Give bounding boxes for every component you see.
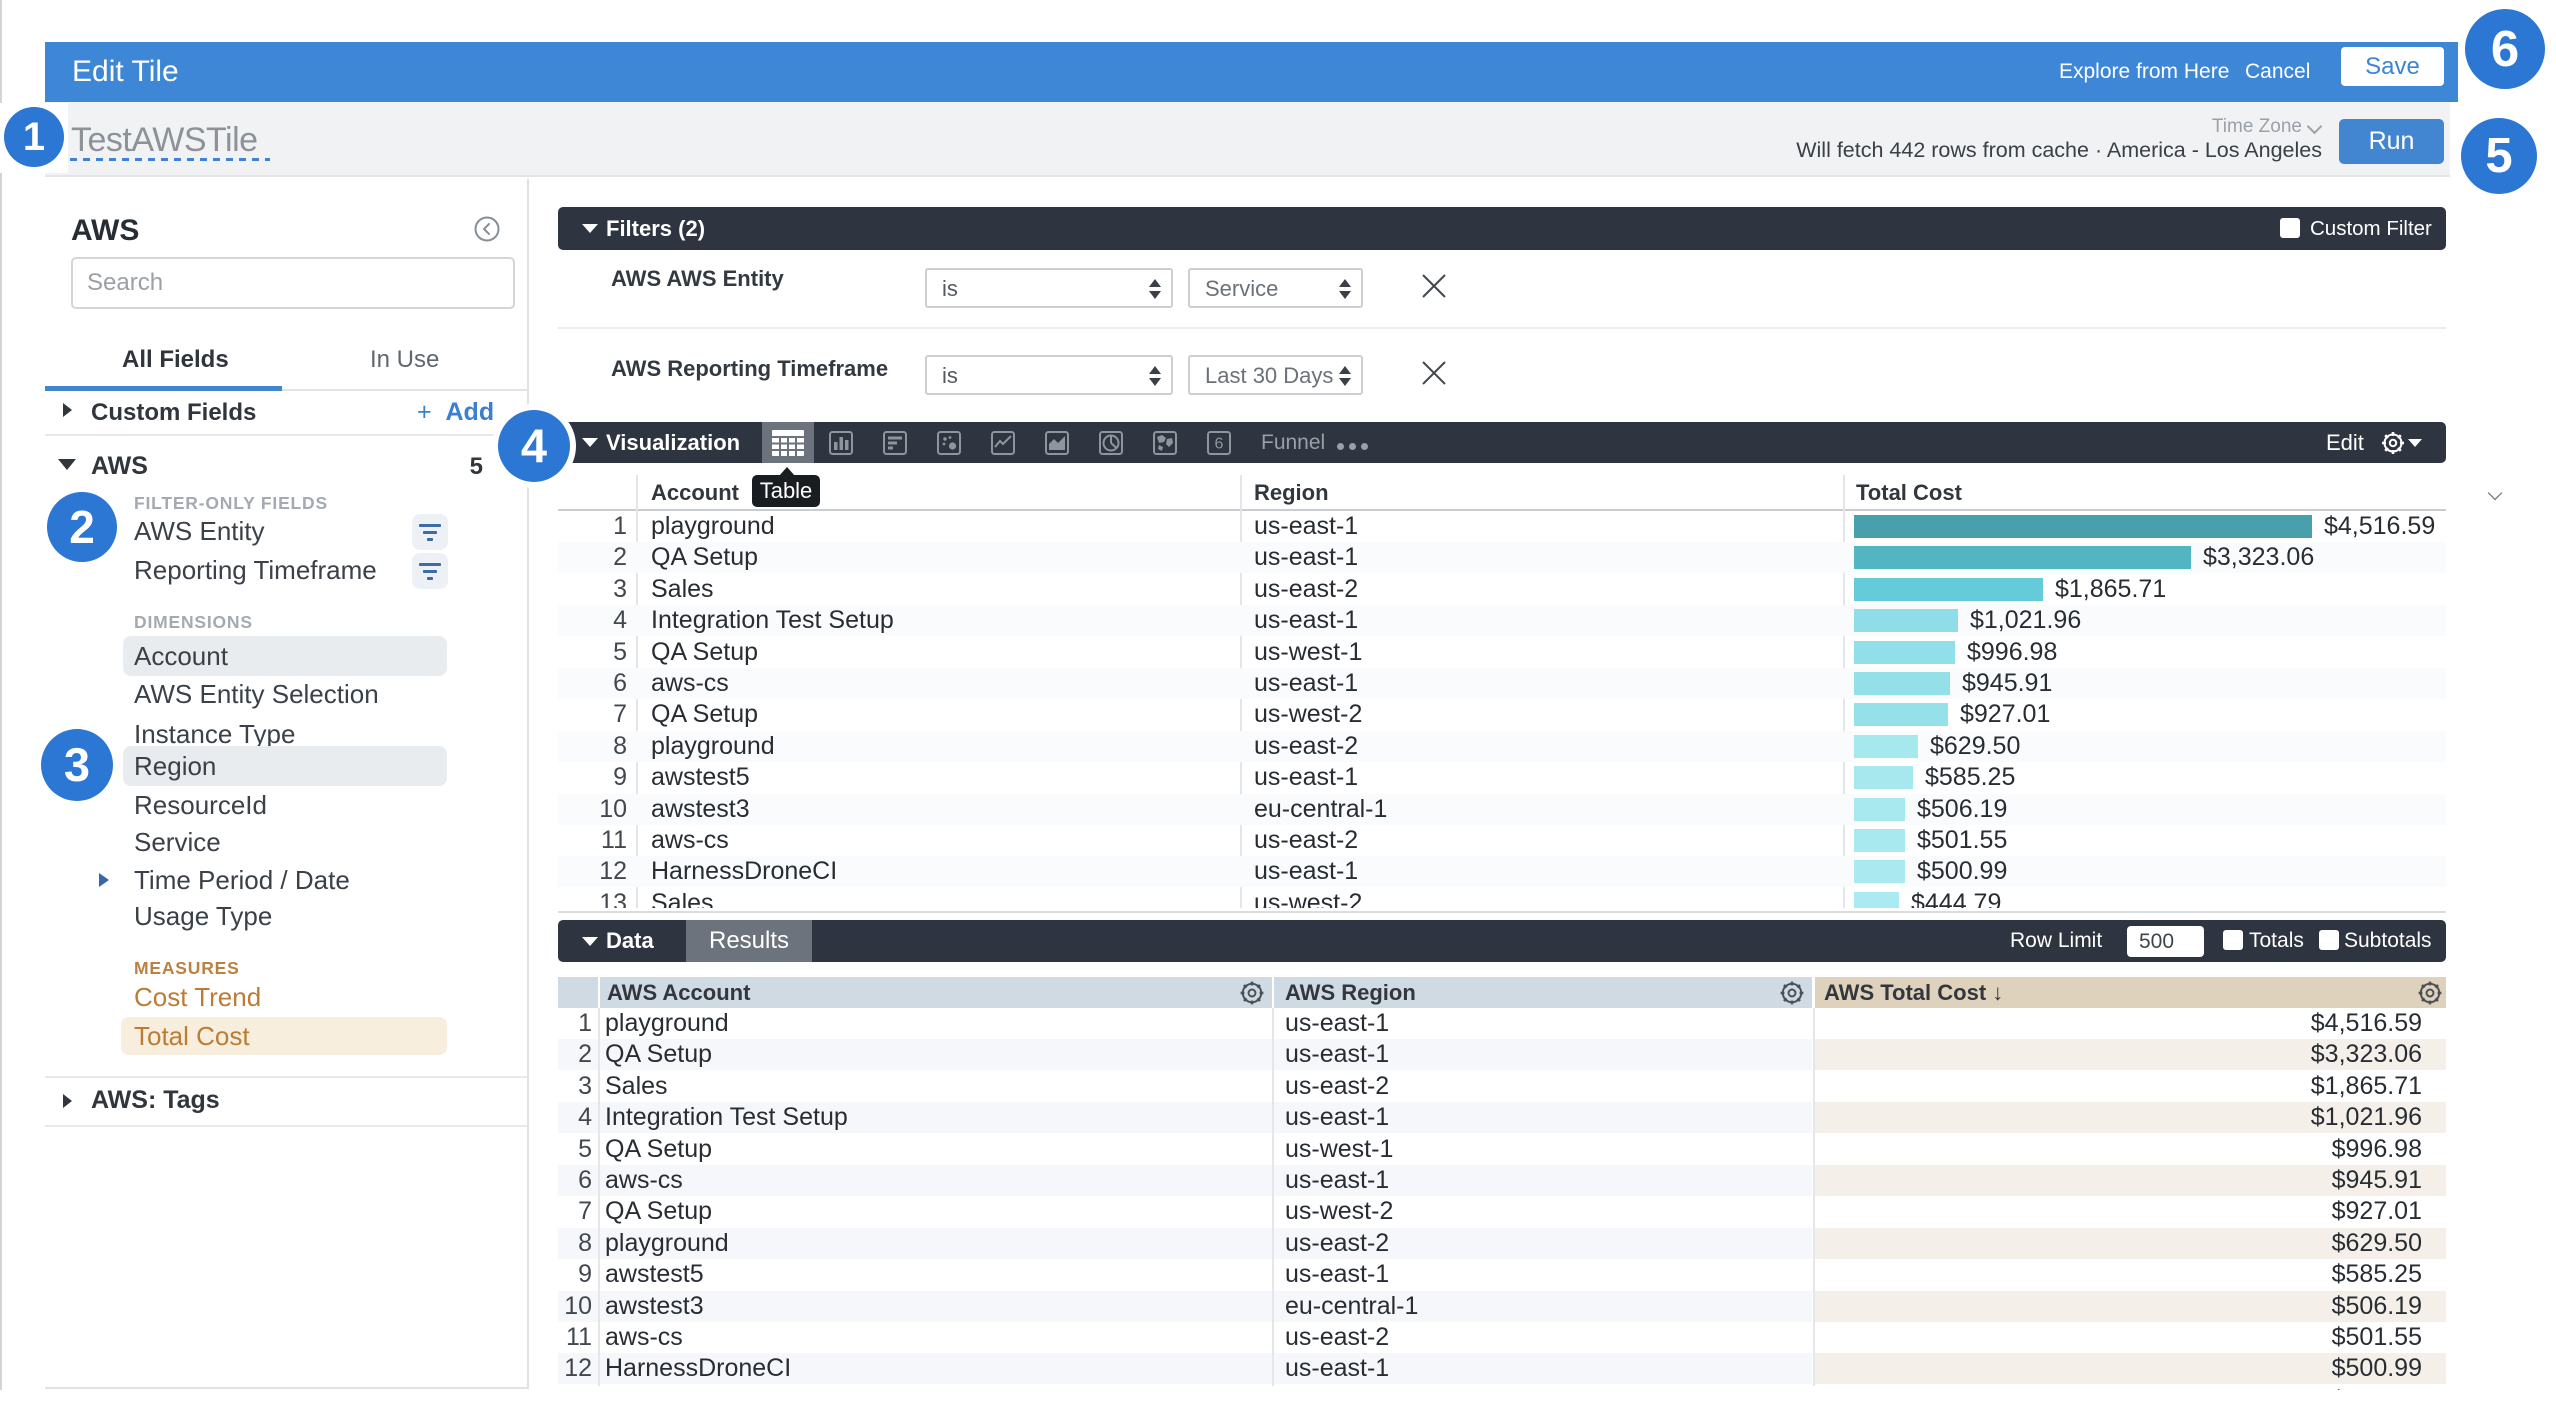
svg-text:6: 6 xyxy=(1215,436,1224,453)
